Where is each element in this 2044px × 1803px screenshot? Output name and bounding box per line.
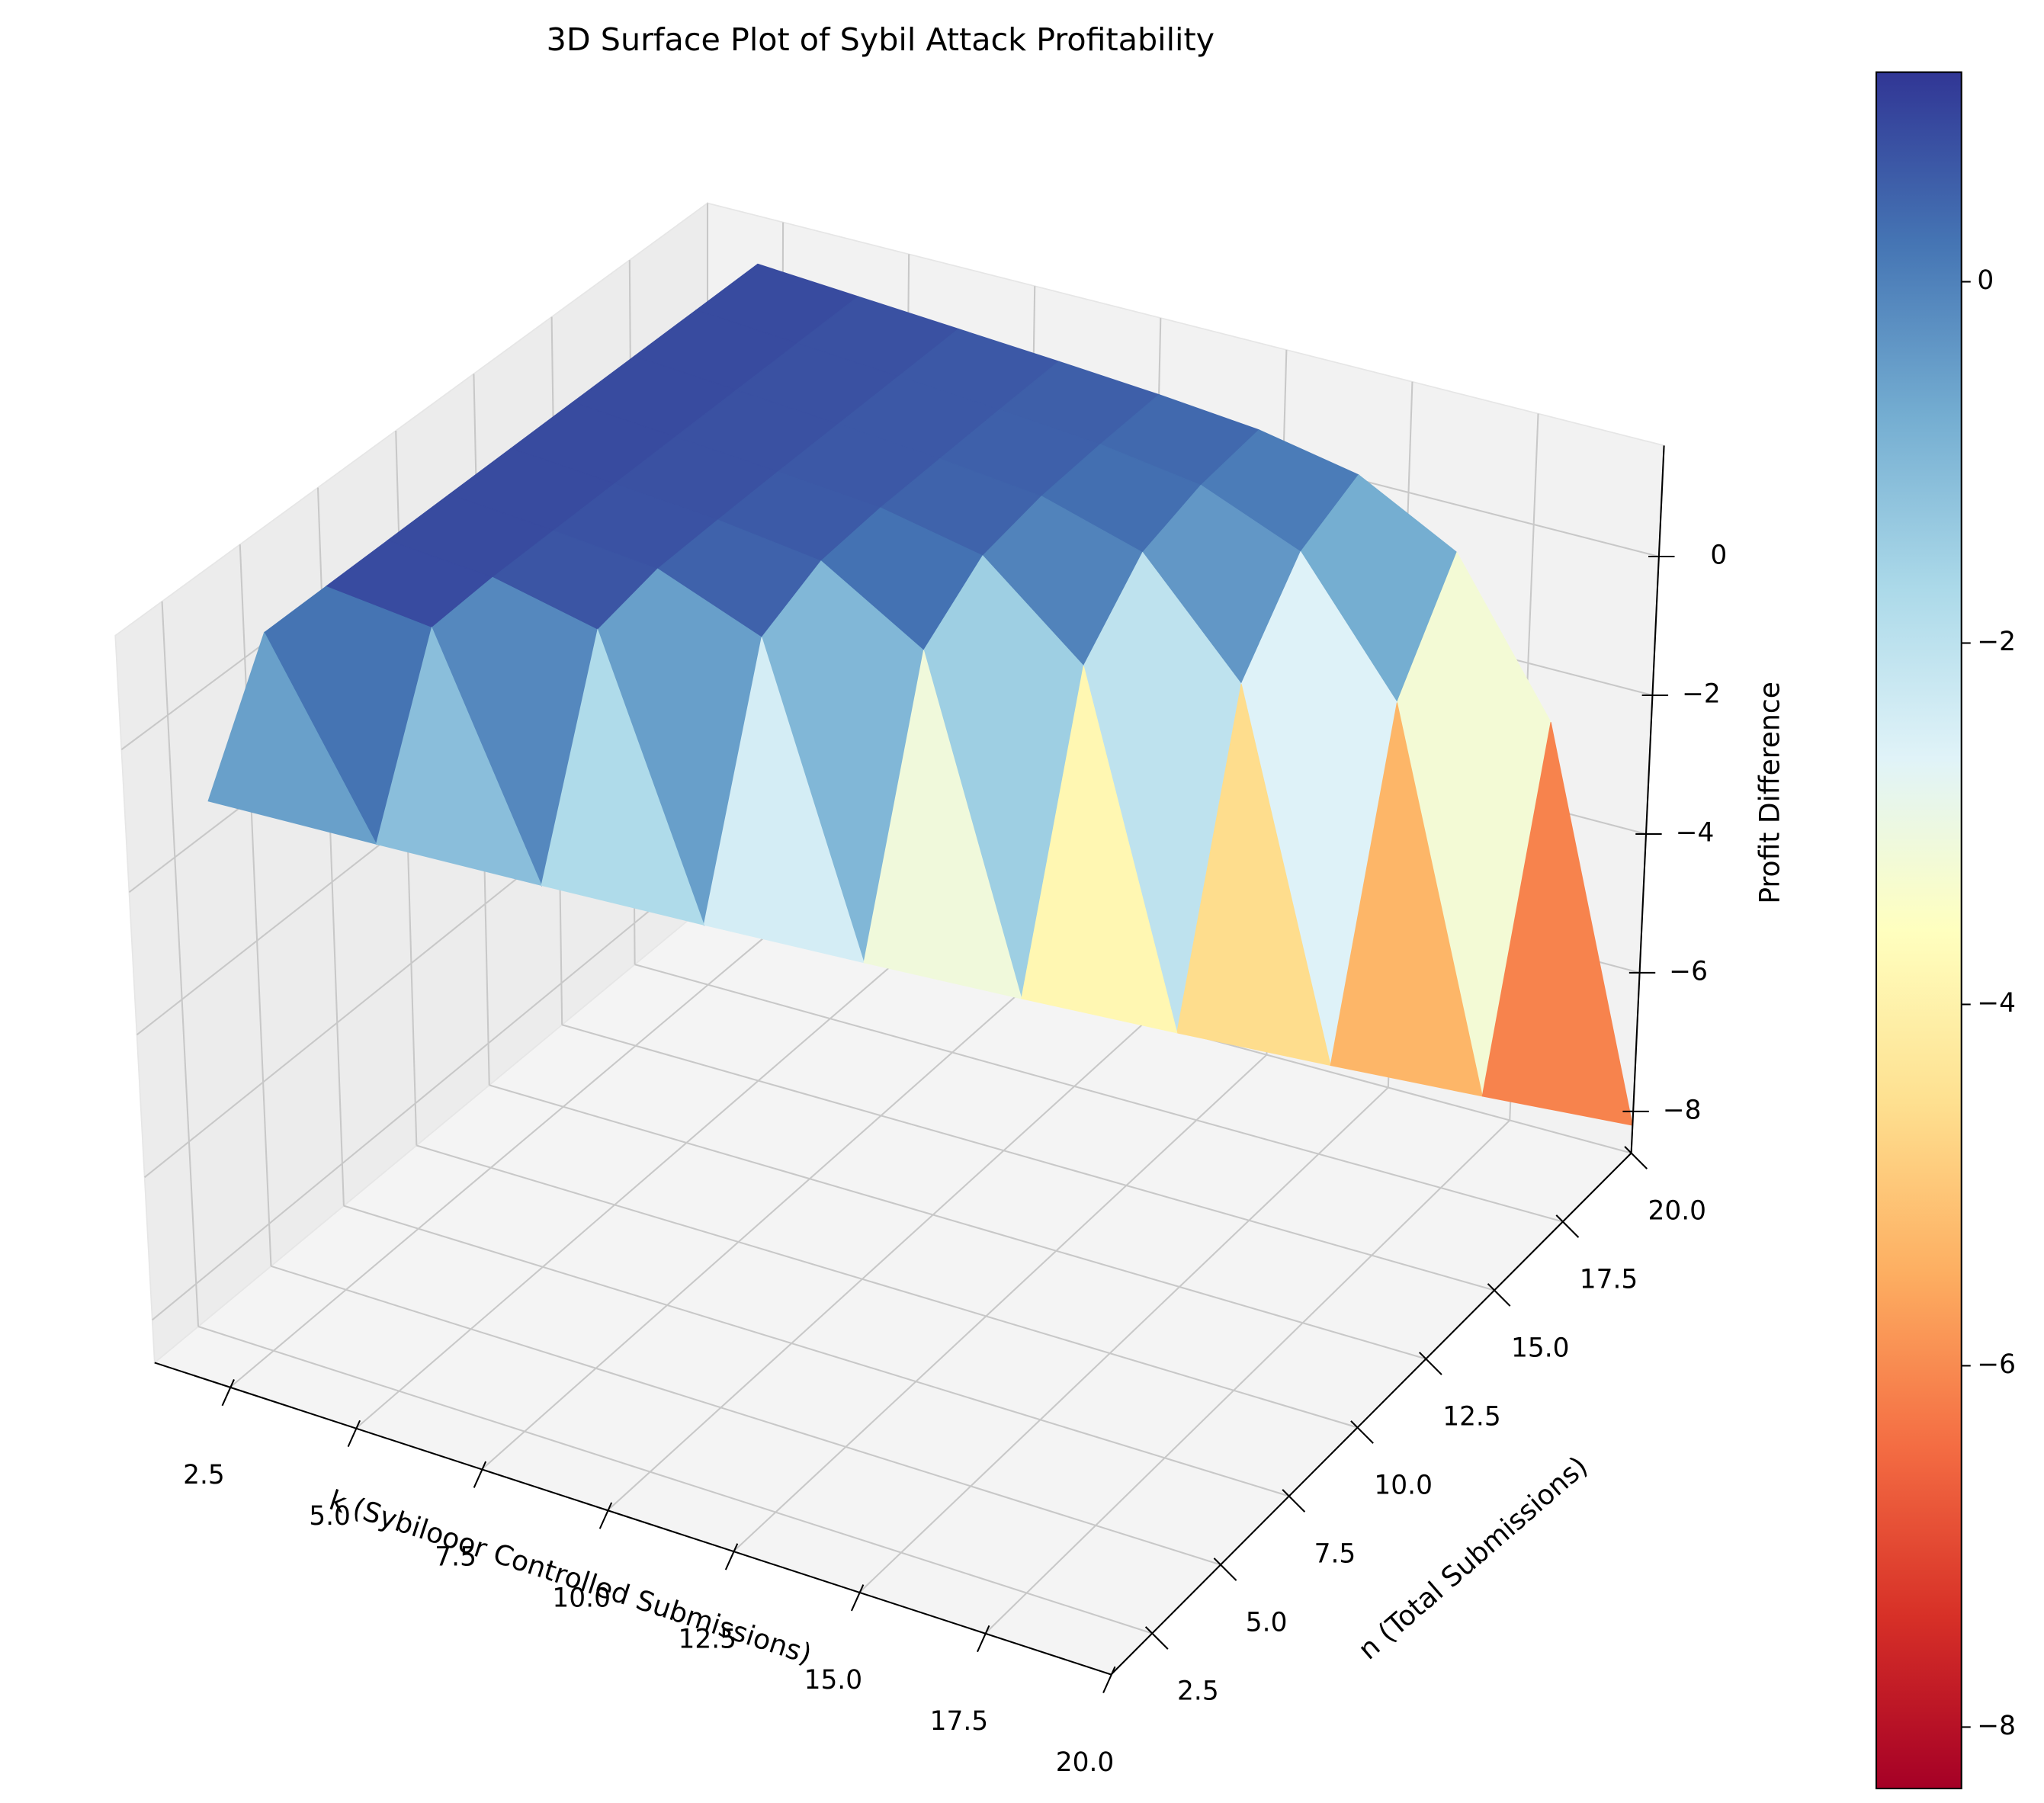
grid-line [229,922,781,1388]
y-tick-label: 12.5 [1442,1401,1501,1432]
z-axis-label: Profit Difference [1754,682,1786,904]
grid-line [271,1265,1221,1566]
grid-line [984,1119,1510,1635]
y-tick-label: 7.5 [1314,1538,1356,1569]
x-tick-label: 20.0 [1056,1747,1115,1778]
x-tick-mark [598,1502,613,1529]
surface-face [703,637,865,964]
surface-face [541,628,705,926]
y-tick-label: 20.0 [1648,1195,1707,1226]
surface-face [1021,666,1178,1034]
y-axis-line [1110,1152,1632,1676]
x-tick-mark [850,1584,865,1612]
colorbar-tick-label: −8 [1977,1711,2016,1741]
colorbar [1875,71,1962,1790]
grid-line [733,1054,1268,1552]
x-tick-label: 10.0 [552,1583,611,1614]
z-tick-label: 0 [1710,541,1727,571]
y-tick-mark [1144,1626,1169,1650]
z-tick-label: −4 [1676,817,1715,848]
y-tick-label: 2.5 [1177,1676,1219,1706]
y-tick-label: 17.5 [1580,1264,1638,1295]
x-tick-mark [473,1461,487,1488]
x-tick-label: 5.0 [309,1501,351,1532]
grid-line [355,955,903,1429]
z-tick-label: −2 [1682,679,1721,709]
grid-line [858,1086,1389,1593]
y-tick-label: 5.0 [1246,1607,1288,1638]
grid-line [489,1084,1426,1360]
colorbar-tick-label: 0 [1977,265,1994,296]
grid-line [197,1325,1153,1635]
grid-line [416,1144,1358,1429]
y-tick-mark [1282,1489,1306,1513]
grid-line [161,601,200,1327]
y-tick-label: 10.0 [1374,1470,1433,1500]
chart-title: 3D Surface Plot of Sybil Attack Profitab… [547,21,1215,58]
surface-face [1176,684,1331,1067]
y-tick-label: 15.0 [1511,1333,1570,1363]
x-tick-label: 12.5 [679,1624,737,1654]
x-axis-line [154,1362,1112,1676]
x-tick-mark [724,1543,739,1570]
y-tick-mark [1624,1146,1648,1169]
colorbar-tick-label: −4 [1977,988,2016,1019]
y-tick-mark [1213,1558,1237,1581]
x-tick-mark [977,1625,990,1653]
y-tick-mark [1419,1352,1442,1375]
surface-face [1481,722,1633,1126]
x-tick-mark [1102,1666,1116,1693]
grid-line [152,862,708,1321]
y-tick-mark [1555,1214,1580,1238]
z-axis-line [1630,445,1665,1153]
grid-line [239,544,272,1266]
x-tick-mark [221,1379,235,1407]
colorbar-tick-label: −6 [1977,1349,2016,1380]
z-tick-label: −6 [1669,956,1708,987]
grid-line [481,988,1025,1471]
grid-line [634,964,1564,1223]
grid-line [607,1021,1146,1511]
grid-line [561,1024,1495,1291]
y-tick-mark [1487,1283,1511,1307]
surface-face [863,650,1022,999]
surface-face [207,631,377,845]
surface-face [375,626,543,887]
x-tick-label: 17.5 [930,1706,989,1737]
x-tick-label: 15.0 [804,1665,863,1696]
z-tick-label: −8 [1663,1095,1702,1125]
x-tick-label: 7.5 [435,1542,477,1573]
x-tick-label: 2.5 [183,1460,225,1490]
y-tick-mark [1350,1420,1374,1444]
grid-line [343,1205,1290,1497]
surface-face [1330,702,1483,1097]
colorbar-tick-label: −2 [1977,627,2016,657]
x-tick-mark [347,1420,361,1448]
